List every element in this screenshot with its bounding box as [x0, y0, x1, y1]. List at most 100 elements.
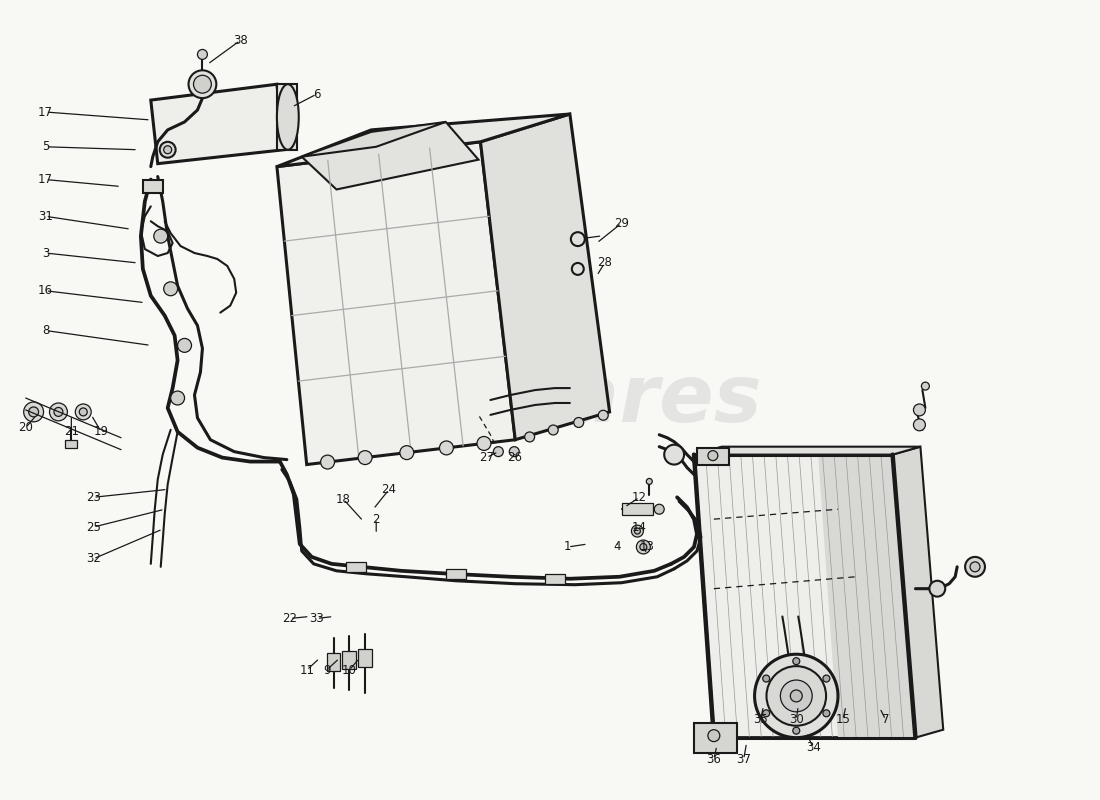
Polygon shape: [277, 84, 297, 150]
Circle shape: [154, 229, 167, 243]
Text: 2: 2: [373, 513, 380, 526]
Circle shape: [198, 50, 208, 59]
Circle shape: [755, 654, 838, 738]
Circle shape: [359, 450, 372, 465]
Text: 17: 17: [39, 173, 53, 186]
Text: 29: 29: [614, 217, 629, 230]
Circle shape: [762, 710, 770, 717]
Ellipse shape: [277, 84, 299, 150]
Text: 31: 31: [39, 210, 53, 222]
Bar: [342, 651, 356, 669]
Circle shape: [177, 338, 191, 352]
Polygon shape: [301, 122, 446, 157]
Circle shape: [647, 478, 652, 485]
Polygon shape: [694, 722, 737, 753]
Text: 36: 36: [706, 753, 722, 766]
Text: 25: 25: [86, 521, 100, 534]
Circle shape: [320, 455, 334, 469]
Circle shape: [708, 730, 719, 742]
Polygon shape: [277, 142, 515, 465]
Text: 6: 6: [312, 88, 320, 101]
Polygon shape: [818, 454, 915, 738]
Bar: [544, 574, 565, 584]
Text: 5: 5: [42, 140, 50, 154]
Bar: [621, 503, 653, 515]
Text: 30: 30: [789, 714, 804, 726]
Circle shape: [930, 581, 945, 597]
Bar: [359, 650, 372, 667]
Circle shape: [913, 404, 925, 416]
Text: 22: 22: [283, 612, 297, 625]
Text: 16: 16: [39, 284, 53, 298]
Text: 13: 13: [640, 541, 654, 554]
Text: 27: 27: [478, 451, 494, 464]
Circle shape: [637, 540, 650, 554]
Circle shape: [188, 70, 217, 98]
Circle shape: [640, 543, 647, 550]
Circle shape: [509, 446, 519, 457]
Text: 3: 3: [42, 246, 50, 259]
Text: 21: 21: [64, 426, 79, 438]
Bar: [327, 654, 341, 671]
Circle shape: [399, 446, 414, 459]
Polygon shape: [481, 114, 609, 440]
Text: 33: 33: [309, 612, 324, 625]
Text: 35: 35: [754, 714, 768, 726]
Circle shape: [525, 432, 535, 442]
Text: 26: 26: [507, 451, 521, 464]
Text: 11: 11: [299, 664, 315, 677]
Text: 18: 18: [336, 493, 351, 506]
Circle shape: [762, 675, 770, 682]
Polygon shape: [151, 84, 284, 164]
Circle shape: [598, 410, 608, 420]
Circle shape: [494, 446, 504, 457]
Circle shape: [54, 407, 63, 416]
Polygon shape: [892, 446, 943, 738]
Polygon shape: [697, 448, 728, 465]
Bar: [446, 569, 465, 578]
Text: 38: 38: [233, 34, 248, 47]
Circle shape: [708, 450, 718, 461]
Text: 10: 10: [342, 664, 356, 677]
Text: 1: 1: [564, 541, 572, 554]
Polygon shape: [694, 446, 921, 454]
Circle shape: [79, 408, 87, 416]
Circle shape: [170, 391, 185, 405]
Circle shape: [823, 710, 829, 717]
Circle shape: [29, 407, 38, 417]
Text: 15: 15: [836, 714, 850, 726]
Circle shape: [164, 282, 177, 296]
Text: 23: 23: [86, 491, 100, 504]
Polygon shape: [694, 454, 915, 738]
Bar: [143, 179, 163, 194]
Text: 24: 24: [382, 483, 397, 496]
Text: 12: 12: [631, 491, 647, 504]
Circle shape: [793, 727, 800, 734]
Circle shape: [635, 528, 640, 534]
Circle shape: [571, 232, 585, 246]
Circle shape: [965, 557, 985, 577]
Text: 28: 28: [597, 257, 612, 270]
Circle shape: [75, 404, 91, 420]
Circle shape: [548, 425, 558, 435]
Text: 20: 20: [19, 422, 33, 434]
Circle shape: [767, 666, 826, 726]
Circle shape: [922, 382, 930, 390]
Bar: [65, 440, 77, 448]
Circle shape: [50, 403, 67, 421]
Text: 4: 4: [614, 541, 622, 554]
Text: 32: 32: [86, 552, 100, 566]
Circle shape: [631, 525, 644, 537]
Circle shape: [780, 680, 812, 712]
Circle shape: [823, 675, 829, 682]
Circle shape: [440, 441, 453, 455]
Circle shape: [24, 402, 44, 422]
Text: 19: 19: [94, 426, 109, 438]
Text: 7: 7: [882, 714, 890, 726]
Circle shape: [160, 142, 176, 158]
Text: 17: 17: [39, 106, 53, 118]
Circle shape: [793, 658, 800, 665]
Text: 9: 9: [322, 664, 330, 677]
Polygon shape: [301, 122, 478, 190]
Circle shape: [790, 690, 802, 702]
